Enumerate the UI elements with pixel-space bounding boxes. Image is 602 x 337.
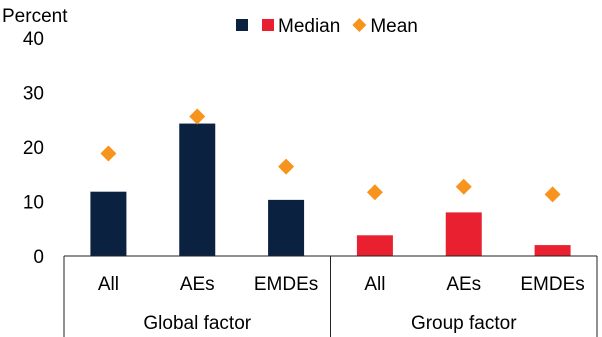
legend-label: Median	[278, 16, 340, 37]
legend-marker-global	[236, 19, 248, 31]
mean-marker	[366, 184, 383, 201]
median-bar	[534, 245, 571, 256]
y-tick-label: 0	[33, 247, 44, 268]
category-label: EMDEs	[254, 274, 318, 295]
group-label: Global factor	[143, 313, 251, 334]
group-labels: Global factor Group factor	[143, 313, 517, 334]
bars	[90, 123, 571, 256]
category-label: All	[364, 274, 385, 295]
legend-marker-median	[262, 19, 274, 31]
y-tick-label: 30	[23, 84, 44, 105]
legend-label: Mean	[370, 16, 418, 37]
mean-marker	[189, 108, 206, 125]
y-axis-ticks: 0 10 20 30 40	[23, 29, 44, 268]
median-bar	[356, 235, 393, 256]
median-bar	[90, 191, 127, 256]
median-bar	[268, 199, 305, 256]
category-labels: All AEs EMDEs All AEs EMDEs	[98, 274, 585, 295]
legend-marker-mean	[352, 18, 367, 32]
mean-marker	[100, 145, 117, 162]
y-tick-label: 20	[23, 138, 44, 159]
mean-marker	[544, 186, 561, 203]
mean-marker	[455, 178, 472, 195]
group-label: Group factor	[411, 313, 517, 334]
category-label: AEs	[446, 274, 481, 295]
category-label: AEs	[180, 274, 215, 295]
y-axis-unit-label: Percent	[2, 6, 68, 27]
mean-markers	[100, 108, 561, 203]
median-bar	[445, 212, 482, 256]
axes	[63, 255, 598, 337]
category-label: All	[98, 274, 119, 295]
median-bar	[179, 123, 216, 256]
legend: Median Mean	[236, 16, 418, 37]
y-tick-label: 10	[23, 193, 44, 214]
mean-marker	[278, 158, 295, 175]
category-label: EMDEs	[520, 274, 584, 295]
y-tick-label: 40	[23, 29, 44, 50]
